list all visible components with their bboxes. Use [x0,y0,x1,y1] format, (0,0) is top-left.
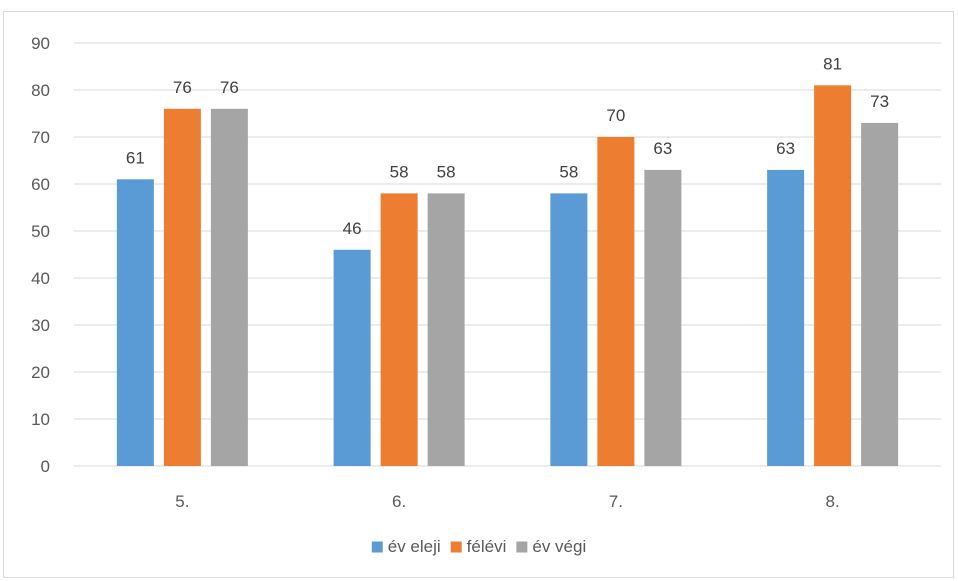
data-label-2-3: 70 [606,106,625,125]
data-label-1-2: 46 [343,219,362,238]
x-axis: 5. 6. 7. 8. [175,492,839,511]
bar-3-4 [861,122,899,467]
legend-label-3: év végi [532,537,586,556]
y-tick-label-50: 50 [31,222,50,241]
data-label-1-1: 61 [126,148,145,167]
bar-1-3 [550,193,588,466]
bar-3-3 [644,169,682,466]
bar-2-3 [597,137,635,466]
data-label-2-4: 81 [823,54,842,73]
y-tick-label-20: 20 [31,363,50,382]
data-label-1-3: 58 [559,162,578,181]
bar-3-1 [210,108,248,467]
y-axis: 0 10 20 30 40 50 60 70 80 90 [31,34,50,476]
legend: év eleji félévi év végi [371,537,586,556]
data-label-3-3: 63 [653,139,672,158]
legend-swatch-1 [371,541,383,553]
x-tick-label-1: 5. [175,492,189,511]
y-tick-label-30: 30 [31,316,50,335]
bar-2-1 [163,108,201,467]
legend-swatch-2 [450,541,462,553]
bar-1-4 [767,169,805,466]
bars [116,85,899,467]
bar-2-2 [380,193,418,466]
y-tick-label-90: 90 [31,34,50,53]
data-labels: 61 76 76 46 58 58 58 70 63 63 81 73 [126,54,889,238]
y-tick-label-0: 0 [41,457,50,476]
y-tick-label-60: 60 [31,175,50,194]
x-tick-label-4: 8. [826,492,840,511]
y-tick-label-40: 40 [31,269,50,288]
y-tick-label-10: 10 [31,410,50,429]
legend-swatch-3 [516,541,528,553]
data-label-2-2: 58 [390,162,409,181]
bar-1-1 [116,179,154,467]
bar-2-4 [814,85,852,467]
legend-label-1: év eleji [388,537,441,556]
y-tick-label-80: 80 [31,81,50,100]
data-label-3-4: 73 [870,92,889,111]
gridlines [74,42,941,467]
legend-label-2: félévi [467,537,507,556]
data-label-2-1: 76 [173,78,192,97]
data-label-1-4: 63 [776,139,795,158]
x-tick-label-2: 6. [392,492,406,511]
data-label-3-1: 76 [220,78,239,97]
data-label-3-2: 58 [437,162,456,181]
y-tick-label-70: 70 [31,128,50,147]
bar-3-2 [427,193,465,466]
bar-1-2 [333,249,371,466]
x-tick-label-3: 7. [609,492,623,511]
